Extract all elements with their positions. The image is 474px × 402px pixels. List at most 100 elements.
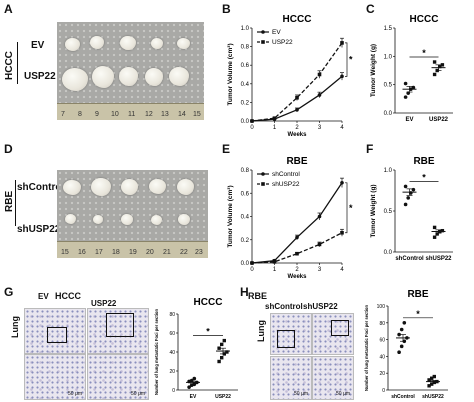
legend-marker bbox=[261, 40, 265, 44]
y-tick-label: 40 bbox=[379, 354, 385, 360]
y-tick-label: 20 bbox=[379, 371, 385, 377]
data-point bbox=[222, 338, 226, 343]
series-line-USP22 bbox=[251, 42, 343, 122]
series-line-shControl bbox=[251, 182, 343, 264]
y-tick-label: 1.0 bbox=[241, 26, 250, 32]
histology-usp22-low bbox=[87, 308, 149, 354]
legend-label: shUSP22 bbox=[272, 181, 300, 188]
col-label-shcontrol: shControl bbox=[265, 302, 303, 311]
y-tick-label: 0.8 bbox=[241, 45, 250, 51]
x-tick-label: shControl bbox=[395, 256, 424, 262]
data-point bbox=[250, 261, 254, 265]
y-axis-label: Tumor Weight (g) bbox=[370, 44, 377, 97]
ruler: 7 8 9 10 11 12 13 14 15 bbox=[57, 103, 204, 120]
y-tick-label: 0.0 bbox=[241, 261, 250, 267]
data-point bbox=[432, 235, 437, 239]
legend-marker bbox=[261, 172, 265, 176]
y-tick-label: 0.2 bbox=[241, 100, 250, 106]
panel-label-d: D bbox=[4, 142, 13, 156]
x-tick-label: EV bbox=[405, 117, 413, 123]
data-point bbox=[340, 230, 344, 235]
x-tick-label: 1 bbox=[273, 125, 277, 131]
series-line-shUSP22 bbox=[251, 232, 343, 264]
tissue-label: Lung bbox=[10, 316, 20, 338]
significance-star: * bbox=[349, 203, 353, 213]
data-point bbox=[435, 232, 439, 236]
data-point bbox=[432, 72, 437, 77]
significance-bracket bbox=[345, 42, 348, 77]
y-tick-label: 60 bbox=[169, 331, 175, 337]
data-point bbox=[217, 359, 221, 364]
data-point bbox=[432, 374, 436, 379]
data-point bbox=[427, 384, 431, 388]
chart-title: HCCC bbox=[194, 297, 223, 308]
row-label-shcontrol: shControl bbox=[17, 182, 65, 193]
y-tick-label: 80 bbox=[379, 321, 385, 327]
legend-marker bbox=[261, 30, 265, 34]
data-point bbox=[340, 74, 344, 79]
data-point bbox=[440, 63, 445, 67]
data-point bbox=[250, 119, 254, 123]
x-tick-label: 0 bbox=[250, 267, 254, 273]
data-point bbox=[220, 356, 224, 360]
y-axis-label: Tumor Weight (g) bbox=[370, 184, 377, 237]
chart-title: HCCC bbox=[283, 14, 312, 25]
panel-label-c: C bbox=[366, 2, 375, 16]
y-tick-label: 80 bbox=[169, 312, 175, 318]
panel-label-g: G bbox=[4, 285, 14, 299]
histology-shcontrol-high: 50 μm bbox=[270, 356, 312, 400]
data-point bbox=[403, 202, 408, 207]
panel-label-b: B bbox=[222, 2, 231, 16]
data-point bbox=[432, 60, 437, 64]
row-label-ev: EV bbox=[31, 40, 45, 51]
data-point bbox=[411, 187, 416, 192]
x-axis-label: Weeks bbox=[288, 132, 308, 138]
x-tick-label: 1 bbox=[273, 267, 277, 273]
histo-title-rbe: RBE bbox=[248, 291, 268, 301]
data-point bbox=[295, 235, 299, 240]
data-point bbox=[317, 72, 322, 77]
histology-shusp22-high: 50 μm bbox=[312, 356, 354, 400]
x-tick-label: 2 bbox=[295, 125, 299, 131]
data-point bbox=[317, 242, 322, 247]
col-label-shusp22: shUSP22 bbox=[303, 302, 338, 311]
data-point bbox=[295, 95, 299, 100]
x-tick-label: USP22 bbox=[429, 117, 449, 123]
data-point bbox=[340, 41, 344, 45]
significance-star: * bbox=[422, 172, 426, 182]
x-tick-label: shUSP22 bbox=[422, 394, 444, 400]
group-bracket bbox=[15, 180, 16, 226]
data-point bbox=[272, 260, 277, 264]
y-tick-label: 0 bbox=[172, 388, 175, 394]
y-axis-label: Number of lung metastatic Foci per secti… bbox=[154, 309, 159, 396]
chart-title: RBE bbox=[407, 289, 428, 300]
x-tick-label: 3 bbox=[318, 267, 322, 273]
col-label-usp22: USP22 bbox=[91, 299, 117, 308]
x-tick-label: 3 bbox=[318, 125, 322, 131]
y-axis-label: Tumor Volume (cm³) bbox=[227, 185, 234, 247]
y-axis-label: Number of lung metastatic Foci per secti… bbox=[364, 305, 369, 392]
y-tick-label: 0.0 bbox=[384, 111, 393, 117]
y-tick-label: 1.0 bbox=[384, 168, 393, 174]
data-point bbox=[432, 380, 436, 385]
data-point bbox=[427, 378, 431, 382]
y-tick-label: 20 bbox=[169, 369, 175, 375]
y-tick-label: 1.0 bbox=[384, 54, 393, 60]
panel-label-h: H bbox=[240, 285, 249, 299]
chart-title: RBE bbox=[286, 156, 307, 167]
x-axis-label: Weeks bbox=[288, 274, 308, 280]
y-tick-label: 0.0 bbox=[241, 119, 250, 125]
x-tick-label: 2 bbox=[295, 267, 299, 273]
data-point bbox=[397, 350, 401, 355]
data-point bbox=[438, 64, 442, 69]
histology-ev-low bbox=[24, 308, 86, 354]
chart-title: RBE bbox=[413, 156, 434, 167]
tumor-photo-hccc: 7 8 9 10 11 12 13 14 15 bbox=[57, 22, 204, 120]
x-tick-label: 4 bbox=[340, 125, 344, 131]
legend-label: EV bbox=[272, 29, 281, 36]
data-point bbox=[192, 376, 197, 381]
y-tick-label: 0.6 bbox=[241, 191, 250, 197]
data-point bbox=[397, 332, 401, 337]
y-tick-label: 0.5 bbox=[384, 83, 393, 89]
y-tick-label: 0.4 bbox=[241, 215, 250, 221]
